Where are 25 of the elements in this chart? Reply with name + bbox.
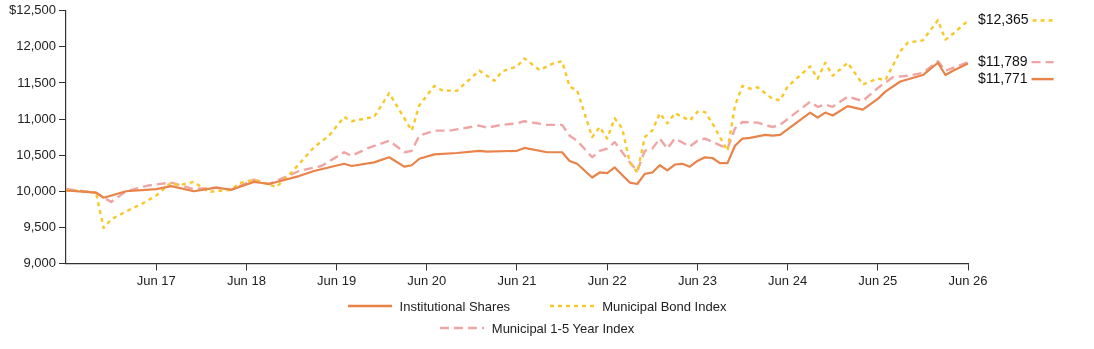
x-tick-label: Jun 17: [136, 272, 176, 288]
line-series: [65, 18, 968, 230]
legend-label: Municipal Bond Index: [602, 298, 727, 314]
legend-label: Municipal 1-5 Year Index: [491, 320, 635, 336]
x-tick-label: Jun 20: [407, 272, 447, 288]
y-tick-label: 12,000: [16, 38, 56, 54]
x-tick-label: Jun 22: [587, 272, 627, 288]
y-tick-label: $12,500: [8, 2, 56, 18]
x-tick-label: Jun 23: [677, 272, 717, 288]
y-tick-label: 10,500: [16, 146, 56, 162]
y-tick-label: 11,000: [17, 110, 56, 126]
y-tick-label: 11,500: [17, 74, 56, 90]
x-tick-label: Jun 19: [317, 272, 357, 288]
x-tick-label: Jun 24: [768, 272, 808, 288]
legend-label: Institutional Shares: [399, 298, 511, 314]
annotation: $12,365: [978, 11, 1029, 28]
annotation: $11,771: [978, 69, 1028, 86]
x-tick-label: Jun 25: [858, 272, 898, 288]
y-tick-label: 9,000: [23, 254, 56, 270]
x-tick-label: Jun 26: [948, 272, 988, 288]
y-tick-label: 10,000: [16, 182, 56, 198]
x-tick-label: Jun 18: [226, 272, 266, 288]
annotation: $11,789: [978, 52, 1028, 69]
x-tick-label: Jun 21: [497, 272, 537, 288]
y-tick-label: 9,500: [23, 218, 56, 234]
